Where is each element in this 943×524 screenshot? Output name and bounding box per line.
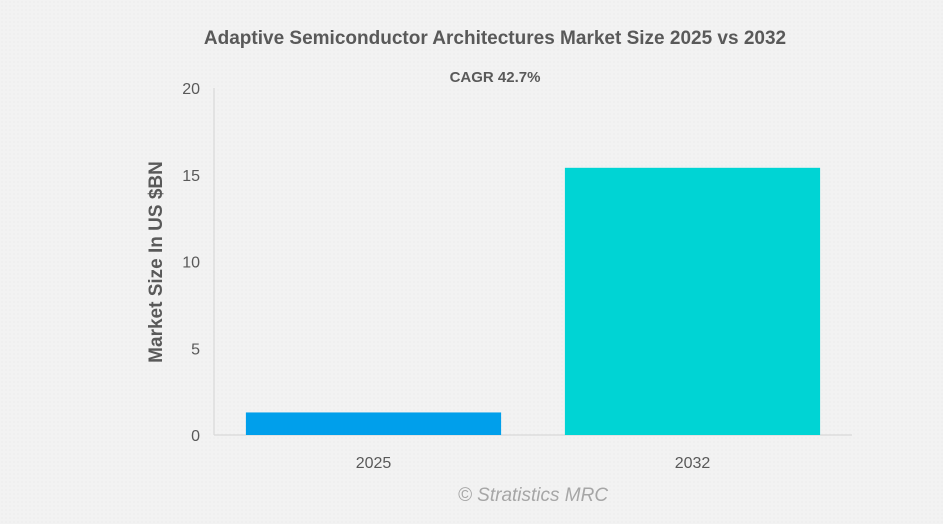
chart-subtitle-cagr: CAGR 42.7% — [450, 69, 541, 86]
x-tick-label-2032: 2032 — [675, 455, 711, 472]
watermark: © Stratistics MRC — [458, 485, 608, 506]
y-tick-label: 15 — [182, 168, 200, 185]
bar-2025 — [245, 412, 502, 435]
bar-2032 — [564, 167, 821, 435]
x-axis-ticks: 2025 2032 — [356, 455, 711, 472]
y-axis-label: Market Size In US $BN — [146, 161, 167, 363]
y-tick-label: 20 — [182, 81, 200, 98]
chart-title: Adaptive Semiconductor Architectures Mar… — [204, 28, 786, 49]
y-tick-label: 5 — [191, 341, 200, 358]
x-tick-label-2025: 2025 — [356, 455, 392, 472]
y-axis-ticks: 0 5 10 15 20 — [182, 81, 200, 445]
bar-series — [245, 167, 821, 435]
y-tick-label: 0 — [191, 428, 200, 445]
y-tick-label: 10 — [182, 255, 200, 272]
